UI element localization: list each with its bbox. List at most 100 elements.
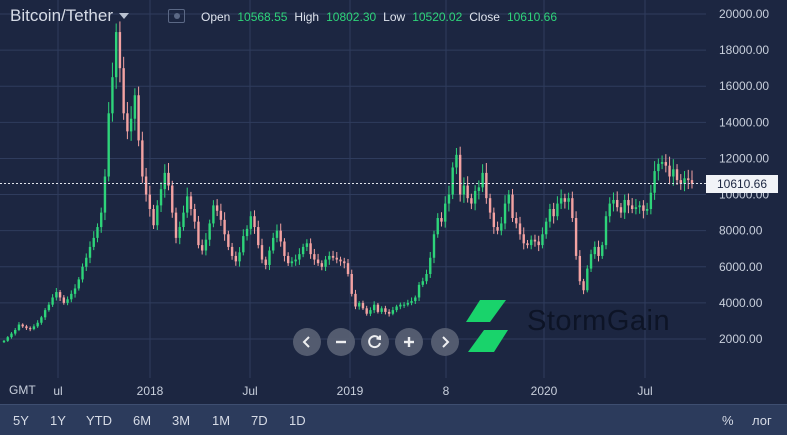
candle-body [582,281,585,291]
candle-body [664,162,668,166]
candle [43,308,47,320]
candle [70,290,73,303]
candle [511,188,514,222]
eye-icon[interactable] [168,9,185,23]
candle [17,322,21,332]
candle [462,177,466,203]
x-tick-label: 2020 [531,384,558,398]
zoom-out-button[interactable] [327,328,355,356]
stormgain-logo-icon [466,300,508,357]
candle-body [365,308,368,314]
candle [316,253,320,266]
candle-body [238,252,241,262]
candle [290,257,294,267]
range-6m-button[interactable]: 6M [133,413,152,428]
price-chart[interactable]: 2000.004000.006000.008000.0010000.001200… [0,0,787,404]
range-5y-button[interactable]: 5Y [13,413,29,428]
candle-body [642,205,645,211]
candle-body [114,32,118,78]
candle-body [70,293,73,300]
candle-body [470,198,473,204]
candle [612,192,615,212]
candle [690,170,694,189]
x-tick-label: Jul [242,384,257,398]
candle-body [126,113,129,132]
range-3m-button[interactable]: 3M [172,413,191,428]
zoom-in-button[interactable] [395,328,423,356]
candle [126,102,129,140]
candle [253,210,256,234]
candle [294,254,297,266]
candle-body [152,209,155,226]
candle-body [96,227,99,238]
candle [133,88,137,131]
candle [429,251,432,278]
candle-body [137,95,140,141]
candle [2,339,6,344]
candle-body [234,255,238,262]
candle [189,191,193,216]
candle-body [272,237,275,251]
timezone-label[interactable]: GMT [9,383,36,397]
range-1d-button[interactable]: 1D [289,413,306,428]
candle [630,198,634,214]
candle-body [144,176,148,195]
candle-body [51,297,54,305]
candle [21,323,24,328]
candle [530,235,533,250]
candle-body [627,199,630,206]
candle [444,196,447,228]
candle-body [503,203,507,224]
candle-body [414,297,417,302]
range-ytd-button[interactable]: YTD [86,413,112,428]
candle [350,269,353,297]
symbol-selector[interactable]: Bitcoin/Tether [10,6,129,26]
reset-button[interactable] [361,328,389,356]
candle [537,235,540,252]
candle-body [290,261,294,264]
candle [451,162,454,200]
candle-body [2,340,6,343]
candle [230,242,234,260]
candle [354,289,357,310]
candle [343,257,346,269]
candle-body [230,246,234,256]
candle [664,154,668,173]
y-tick-label: 4000.00 [719,296,763,310]
candle-body [406,302,410,305]
log-scale-button[interactable]: лог [752,413,772,428]
scroll-left-button[interactable] [293,328,321,356]
candle-body [118,32,122,69]
candle [223,212,226,241]
candle [152,204,155,229]
candle [215,199,219,217]
scroll-right-button[interactable] [431,328,459,356]
candle [174,207,178,244]
candle [122,56,125,120]
candle-body [623,199,626,213]
candle [571,191,574,222]
candle [406,299,410,307]
percent-scale-button[interactable]: % [722,413,734,428]
candle [417,282,421,302]
x-tick-label: 2019 [337,384,364,398]
candle [492,207,496,234]
range-7d-button[interactable]: 7D [251,413,268,428]
candle-body [197,221,200,246]
range-1m-button[interactable]: 1M [212,413,231,428]
candle-body [268,250,271,265]
candle [335,251,338,264]
candle-body [485,172,488,199]
candle [597,240,600,262]
grid-lines [0,0,706,378]
candle [40,315,43,325]
open-value: 10568.55 [237,10,288,24]
candle [156,200,159,231]
candle [544,217,548,239]
range-1y-button[interactable]: 1Y [50,413,66,428]
high-value: 10802.30 [326,10,377,24]
candle [100,207,103,233]
candle [436,213,439,238]
candle [369,307,372,317]
candle [473,185,477,211]
